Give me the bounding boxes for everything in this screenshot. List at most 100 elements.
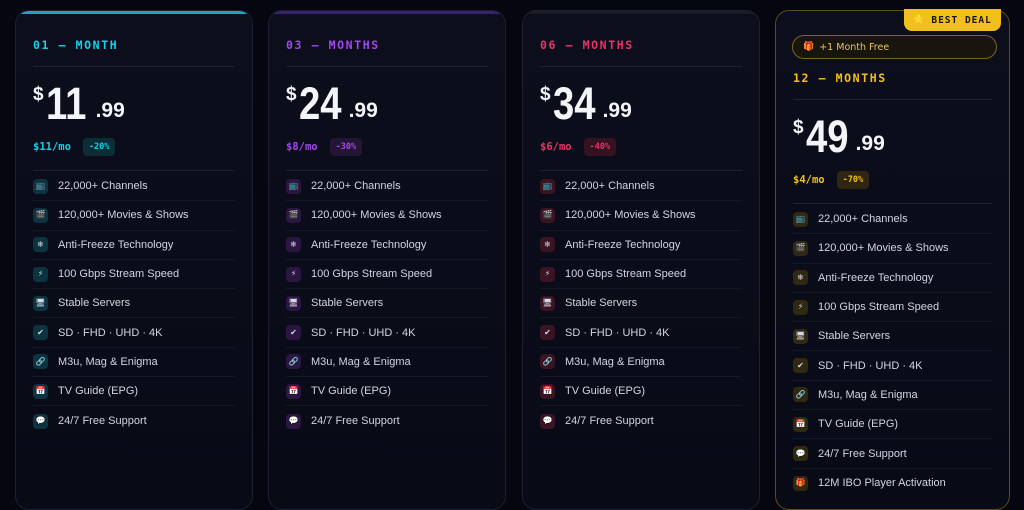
plan-period: 01 — MONTH <box>33 38 119 52</box>
price-decimal: .99 <box>855 132 885 155</box>
clapper-icon: 🎬 <box>540 207 555 223</box>
link-icon: 🔗 <box>286 354 301 370</box>
per-month-price: $6/mo <box>540 141 572 153</box>
feature-item: 🖥 Stable Servers <box>540 289 742 319</box>
feature-label: 24/7 Free Support <box>311 415 400 428</box>
snowflake-icon: ❄ <box>286 237 301 253</box>
lightning-icon: ⚡ <box>286 266 301 282</box>
feature-item: ❄ Anti-Freeze Technology <box>540 231 742 260</box>
feature-item: 📅 TV Guide (EPG) <box>540 377 742 407</box>
feature-item: ⚡ 100 Gbps Stream Speed <box>540 260 742 290</box>
divider <box>286 170 488 171</box>
feature-item: 🔗 M3u, Mag & Enigma <box>286 348 488 378</box>
feature-item: 🎬 120,000+ Movies & Shows <box>286 201 488 231</box>
price-integer: 49 <box>805 111 849 162</box>
plan-card-6-months[interactable]: 06 — MONTHS $ 34 .99 $6/mo -40% 📺 22,000+… <box>522 10 760 510</box>
feature-item: 🖥 Stable Servers <box>793 322 992 352</box>
feature-item: ❄ Anti-Freeze Technology <box>33 231 235 260</box>
price-decimal: .99 <box>602 99 632 122</box>
feature-label: 22,000+ Channels <box>311 180 401 193</box>
feature-item: 💬 24/7 Free Support <box>33 406 235 435</box>
link-icon: 🔗 <box>540 354 555 370</box>
snowflake-icon: ❄ <box>33 237 48 253</box>
calendar-icon: 📅 <box>540 383 555 399</box>
feature-label: SD · FHD · UHD · 4K <box>565 326 670 339</box>
feature-label: 24/7 Free Support <box>58 415 147 428</box>
plan-price: $ 11 .99 <box>33 81 235 126</box>
price-decimal: .99 <box>95 99 125 122</box>
lightning-icon: ⚡ <box>793 299 808 315</box>
discount-badge: -70% <box>836 171 870 189</box>
feature-label: SD · FHD · UHD · 4K <box>818 359 923 372</box>
feature-item: ✔ SD · FHD · UHD · 4K <box>33 318 235 348</box>
monitor-icon: 🖥 <box>286 295 301 311</box>
bonus-pill: 🎁 +1 Month Free <box>792 35 997 59</box>
link-icon: 🔗 <box>793 387 808 403</box>
plan-period: 06 — MONTHS <box>540 38 634 52</box>
calendar-icon: 📅 <box>286 383 301 399</box>
monitor-icon: 🖥 <box>540 295 555 311</box>
feature-label: Stable Servers <box>565 297 638 310</box>
plan-card-3-months[interactable]: 03 — MONTHS $ 24 .99 $8/mo -30% 📺 22,000+… <box>268 10 506 510</box>
divider <box>540 66 742 67</box>
feature-item: 🖥 Stable Servers <box>286 289 488 319</box>
feature-item: ✔ SD · FHD · UHD · 4K <box>540 318 742 348</box>
divider <box>286 66 488 67</box>
chat-icon: 💬 <box>540 413 555 429</box>
clapper-icon: 🎬 <box>793 240 808 256</box>
calendar-icon: 📅 <box>793 416 808 432</box>
feature-label: 120,000+ Movies & Shows <box>565 209 696 222</box>
plan-price: $ 24 .99 <box>286 81 488 126</box>
tv-icon: 📺 <box>286 178 301 194</box>
divider <box>793 203 992 204</box>
feature-item: ⚡ 100 Gbps Stream Speed <box>33 260 235 290</box>
feature-label: Anti-Freeze Technology <box>58 238 174 251</box>
discount-badge: -20% <box>82 138 116 156</box>
plan-card-12-months[interactable]: 🎁 +1 Month Free 12 — MONTHS $ 49 .99 $4/… <box>775 10 1010 510</box>
feature-item: 🎬 120,000+ Movies & Shows <box>793 234 992 264</box>
card-accent-line <box>16 11 252 14</box>
feature-item: 🖥 Stable Servers <box>33 289 235 319</box>
monitor-icon: 🖥 <box>33 295 48 311</box>
feature-label: TV Guide (EPG) <box>565 385 646 398</box>
feature-item: 📅 TV Guide (EPG) <box>33 377 235 407</box>
feature-list: 📺 22,000+ Channels 🎬 120,000+ Movies & Show… <box>33 172 235 436</box>
feature-item: 🎁 12M IBO Player Activation <box>793 469 992 498</box>
gift-icon: 🎁 <box>793 475 808 491</box>
per-month-row: $8/mo -30% <box>286 138 488 156</box>
feature-label: TV Guide (EPG) <box>58 385 139 398</box>
bonus-label: +1 Month Free <box>819 41 890 53</box>
feature-item: 📺 22,000+ Channels <box>286 172 488 202</box>
feature-label: TV Guide (EPG) <box>311 385 392 398</box>
divider <box>793 99 992 100</box>
feature-item: 📺 22,000+ Channels <box>540 172 742 202</box>
feature-label: 12M IBO Player Activation <box>818 477 946 490</box>
plan-period: 03 — MONTHS <box>286 38 380 52</box>
feature-item: ⚡ 100 Gbps Stream Speed <box>286 260 488 290</box>
feature-label: Anti-Freeze Technology <box>818 271 934 284</box>
lightning-icon: ⚡ <box>540 266 555 282</box>
feature-label: TV Guide (EPG) <box>818 418 899 431</box>
feature-label: 120,000+ Movies & Shows <box>818 242 949 255</box>
check-icon: ✔ <box>33 325 48 341</box>
clapper-icon: 🎬 <box>286 207 301 223</box>
feature-item: 🎬 120,000+ Movies & Shows <box>33 201 235 231</box>
divider <box>33 66 235 67</box>
feature-item: 💬 24/7 Free Support <box>286 406 488 435</box>
card-accent-line <box>269 11 505 14</box>
feature-item: 📺 22,000+ Channels <box>793 205 992 235</box>
feature-list: 📺 22,000+ Channels 🎬 120,000+ Movies & Show… <box>286 172 488 436</box>
per-month-row: $6/mo -40% <box>540 138 742 156</box>
feature-item: 💬 24/7 Free Support <box>793 439 992 469</box>
feature-label: Stable Servers <box>311 297 384 310</box>
feature-label: 120,000+ Movies & Shows <box>58 209 189 222</box>
feature-label: 22,000+ Channels <box>565 180 655 193</box>
feature-label: 24/7 Free Support <box>565 415 654 428</box>
feature-item: 💬 24/7 Free Support <box>540 406 742 435</box>
link-icon: 🔗 <box>33 354 48 370</box>
plan-period: 12 — MONTHS <box>793 71 887 85</box>
plan-card-1-month[interactable]: 01 — MONTH $ 11 .99 $11/mo -20% 📺 22,000+… <box>15 10 253 510</box>
calendar-icon: 📅 <box>33 383 48 399</box>
divider <box>33 170 235 171</box>
tv-icon: 📺 <box>33 178 48 194</box>
